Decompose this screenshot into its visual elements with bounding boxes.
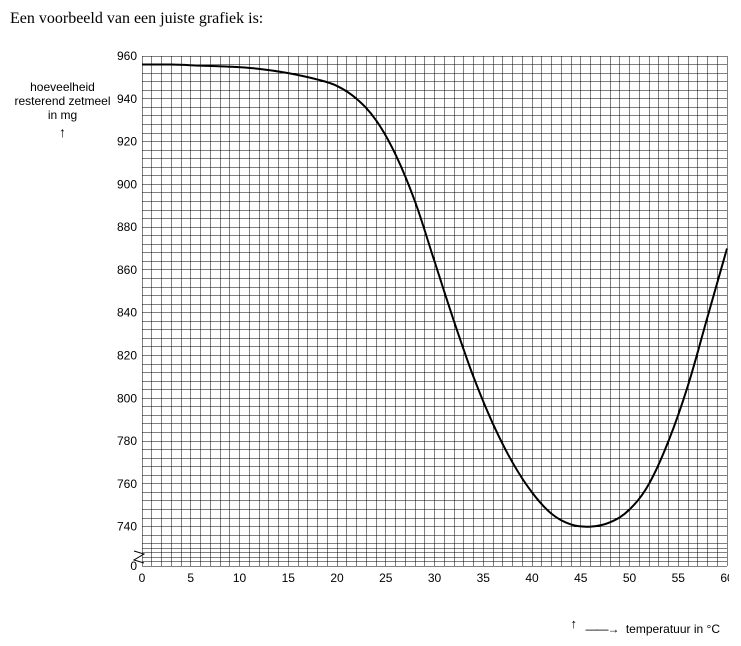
ylabel-line1: hoeveelheid [30,80,95,94]
svg-text:20: 20 [330,571,344,585]
svg-text:920: 920 [117,135,137,149]
svg-text:820: 820 [117,348,137,362]
svg-text:780: 780 [117,434,137,448]
svg-text:45: 45 [574,571,588,585]
svg-text:50: 50 [623,571,637,585]
svg-text:25: 25 [379,571,393,585]
y-axis-label: hoeveelheid resterend zetmeel in mg ↑ [10,81,115,140]
svg-text:760: 760 [117,477,137,491]
x-origin-arrow-icon: ↑ [570,616,577,631]
svg-text:15: 15 [282,571,296,585]
svg-text:900: 900 [117,177,137,191]
x-axis-label: ↑ ——→ temperatuur in °C [585,622,720,636]
svg-text:940: 940 [117,92,137,106]
svg-text:740: 740 [117,520,137,534]
svg-text:800: 800 [117,391,137,405]
svg-text:840: 840 [117,306,137,320]
x-arrow-icon: ——→ [585,622,618,636]
svg-text:60: 60 [720,571,729,585]
chart-container: hoeveelheid resterend zetmeel in mg ↑ 74… [10,46,730,636]
svg-text:0: 0 [139,571,146,585]
y-axis-ticks: 7407607808008208408608809009209409600 [117,49,137,573]
svg-text:10: 10 [233,571,247,585]
xlabel-text: temperatuur in °C [626,622,720,636]
figure-caption: Een voorbeeld van een juiste grafiek is: [10,10,741,28]
svg-text:860: 860 [117,263,137,277]
svg-text:30: 30 [428,571,442,585]
svg-text:880: 880 [117,220,137,234]
svg-text:5: 5 [187,571,194,585]
ylabel-line3: in mg [48,108,77,122]
svg-text:40: 40 [525,571,539,585]
grid [142,56,727,566]
chart-svg: 740 760 780 800 820 840 860 880 900 920 940 960 0 0 5… [110,46,729,621]
x-axis-ticks: 0 5 10 15 20 25 30 35 40 45 50 55 60 [139,571,729,585]
ylabel-line2: resterend zetmeel [14,94,110,108]
svg-text:35: 35 [477,571,491,585]
svg-text:960: 960 [117,49,137,63]
y-arrow-icon: ↑ [10,124,115,140]
svg-text:55: 55 [672,571,686,585]
